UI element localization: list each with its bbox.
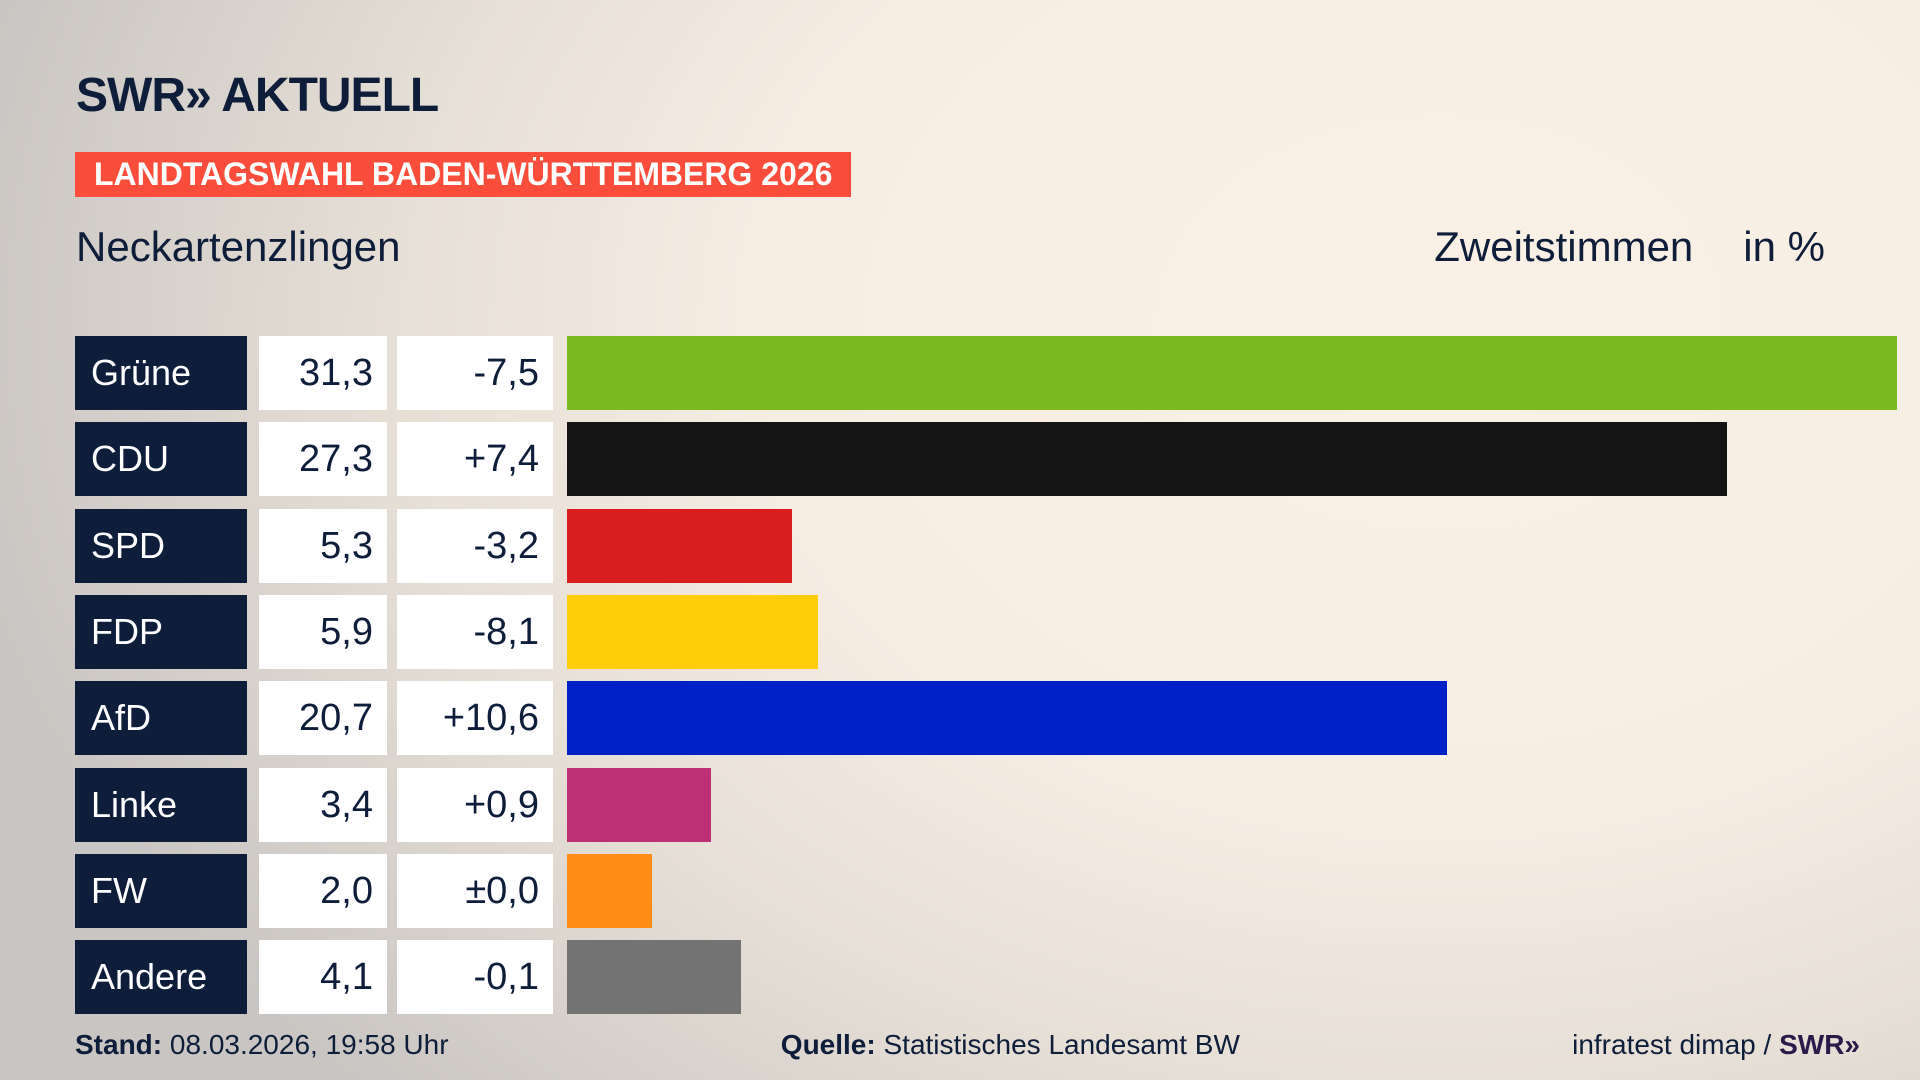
vote-change: +10,6 [397, 681, 553, 756]
vote-change: -0,1 [397, 940, 553, 1015]
source: Quelle: Statistisches Landesamt BW [781, 1028, 1240, 1062]
credit: infratest dimap / SWR» [1572, 1028, 1860, 1062]
unit-label: in % [1743, 223, 1825, 270]
party-name: FDP [75, 594, 247, 669]
stand-value: 08.03.2026, 19:58 Uhr [169, 1029, 449, 1060]
party-name: AfD [75, 681, 247, 756]
election-banner: LANDTAGSWAHL BADEN-WÜRTTEMBERG 2026 [75, 152, 852, 197]
source-value: Statistisches Landesamt BW [883, 1029, 1240, 1060]
bar [567, 594, 818, 669]
swr-aktuell-logo: SWR» AKTUELL [76, 69, 439, 122]
vote-type-label: Zweitstimmen [1434, 223, 1694, 270]
vote-change: -8,1 [397, 594, 553, 669]
vote-change: ±0,0 [397, 853, 553, 928]
party-name: Linke [75, 767, 247, 842]
timestamp: Stand: 08.03.2026, 19:58 Uhr [75, 1028, 449, 1062]
credit-text: infratest dimap / [1572, 1029, 1772, 1060]
vote-change: -7,5 [397, 336, 553, 410]
vote-share: 2,0 [259, 853, 387, 928]
bar [567, 508, 793, 583]
vote-share: 5,9 [259, 594, 387, 669]
bar [567, 681, 1447, 756]
location-title: Neckartenzlingen [76, 223, 401, 270]
source-label: Quelle: [780, 1029, 876, 1060]
bar [567, 853, 652, 928]
bar [567, 422, 1728, 497]
vote-change: -3,2 [397, 508, 553, 583]
bar [567, 767, 712, 842]
vote-share: 4,1 [259, 940, 387, 1015]
party-name: Grüne [75, 336, 247, 410]
footer: Stand: 08.03.2026, 19:58 Uhr Quelle: Sta… [75, 1028, 1860, 1062]
stand-label: Stand: [75, 1029, 163, 1060]
vote-change: +0,9 [397, 767, 553, 842]
party-name: FW [75, 853, 247, 928]
party-name: Andere [75, 940, 247, 1015]
vote-share: 27,3 [259, 422, 387, 497]
swr-logo: SWR» [1779, 1029, 1860, 1060]
vote-share: 20,7 [259, 681, 387, 756]
chart-legend-labels: Zweitstimmen in % [1434, 222, 1825, 272]
vote-share: 3,4 [259, 767, 387, 842]
vote-share: 5,3 [259, 508, 387, 583]
party-name: CDU [75, 422, 247, 497]
party-name: SPD [75, 508, 247, 583]
bar [567, 940, 742, 1015]
bar [567, 336, 1897, 410]
vote-change: +7,4 [397, 422, 553, 497]
vote-share: 31,3 [259, 336, 387, 410]
